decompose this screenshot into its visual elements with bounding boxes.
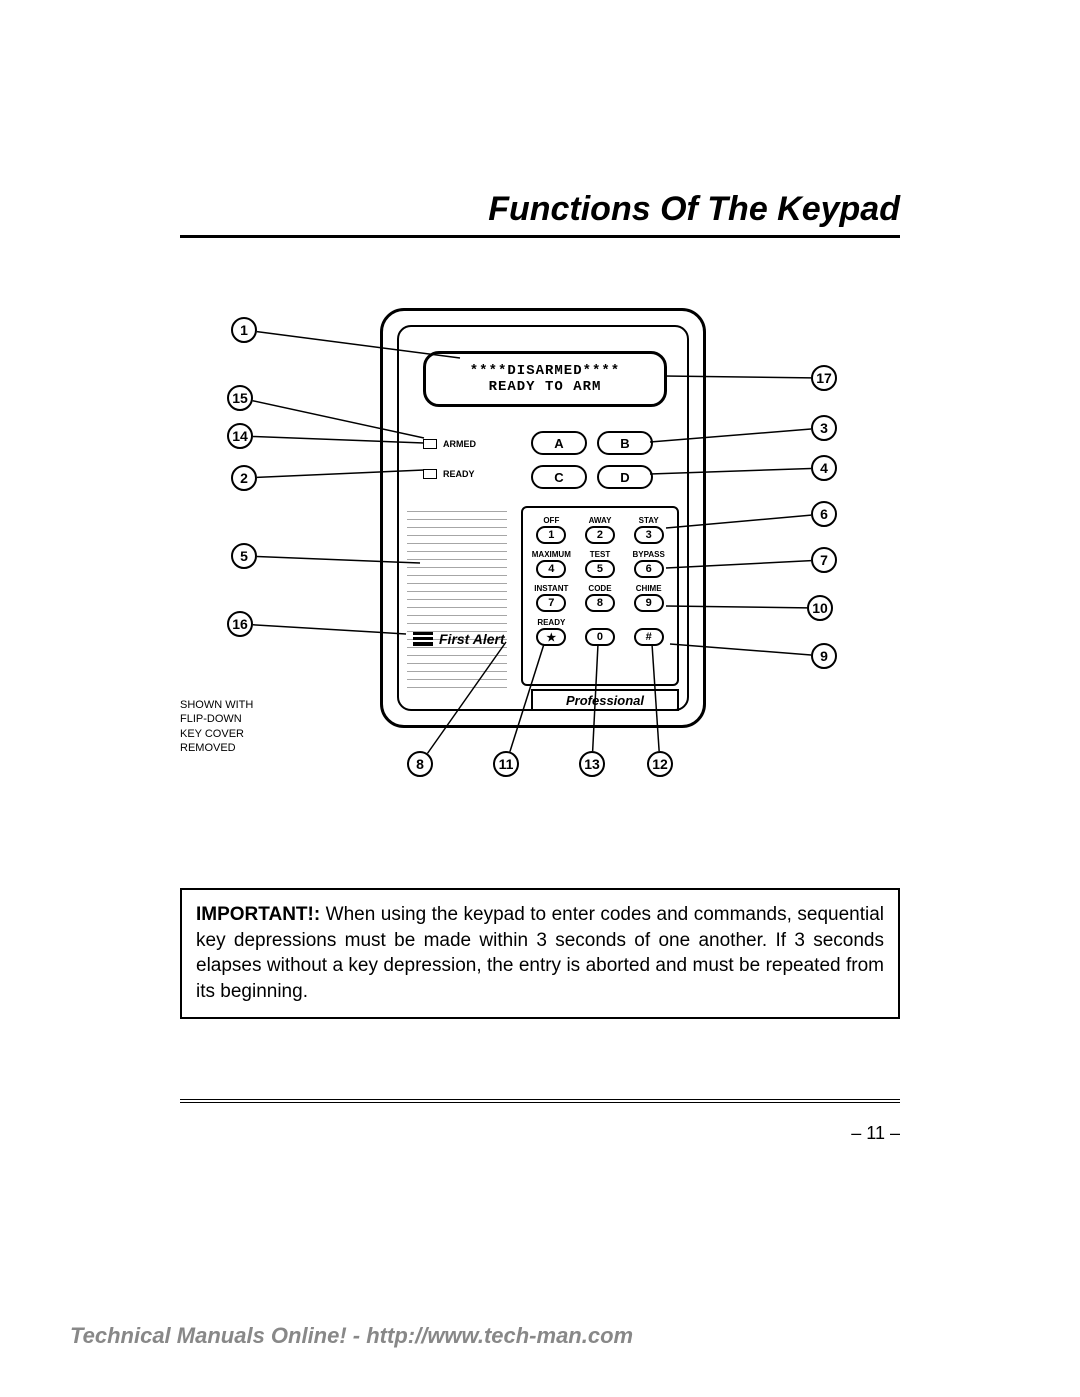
- lcd-line1: ****DISARMED****: [470, 363, 620, 379]
- callout-9: 9: [811, 643, 837, 669]
- diagram-caption: SHOWN WITHFLIP-DOWNKEY COVERREMOVED: [180, 698, 330, 755]
- callout-4: 4: [811, 455, 837, 481]
- key-★[interactable]: ★: [536, 628, 566, 646]
- lcd-display: ****DISARMED**** READY TO ARM: [423, 351, 667, 407]
- key-6[interactable]: 6: [634, 560, 664, 578]
- panic-keys: A B C D: [531, 431, 661, 499]
- key-5[interactable]: 5: [585, 560, 615, 578]
- speaker-grille: [407, 511, 507, 691]
- callout-7: 7: [811, 547, 837, 573]
- key-7[interactable]: 7: [536, 594, 566, 612]
- armed-led: ARMED: [423, 439, 476, 449]
- important-note: IMPORTANT!: When using the keypad to ent…: [180, 888, 900, 1019]
- key-0[interactable]: 0: [585, 628, 615, 646]
- divider: [180, 1099, 900, 1103]
- page-title: Functions Of The Keypad: [180, 190, 900, 238]
- callout-5: 5: [231, 543, 257, 569]
- key-d[interactable]: D: [597, 465, 653, 489]
- callout-1: 1: [231, 317, 257, 343]
- key-9[interactable]: 9: [634, 594, 664, 612]
- page-number: – 11 –: [180, 1123, 900, 1144]
- callout-2: 2: [231, 465, 257, 491]
- key-4[interactable]: 4: [536, 560, 566, 578]
- callout-8: 8: [407, 751, 433, 777]
- key-3[interactable]: 3: [634, 526, 664, 544]
- key-c[interactable]: C: [531, 465, 587, 489]
- callout-15: 15: [227, 385, 253, 411]
- professional-label: Professional: [531, 689, 679, 711]
- key-8[interactable]: 8: [585, 594, 615, 612]
- brand: First Alert: [413, 631, 505, 647]
- callout-13: 13: [579, 751, 605, 777]
- numeric-keypad: OFFAWAYSTAY123MAXIMUMTESTBYPASS456INSTAN…: [521, 506, 679, 686]
- callout-11: 11: [493, 751, 519, 777]
- callout-17: 17: [811, 365, 837, 391]
- callout-12: 12: [647, 751, 673, 777]
- callout-6: 6: [811, 501, 837, 527]
- key-a[interactable]: A: [531, 431, 587, 455]
- brand-bars-icon: [413, 632, 433, 646]
- lcd-line2: READY TO ARM: [489, 379, 602, 395]
- callout-14: 14: [227, 423, 253, 449]
- ready-led: READY: [423, 469, 475, 479]
- key-2[interactable]: 2: [585, 526, 615, 544]
- callout-3: 3: [811, 415, 837, 441]
- footer-text: Technical Manuals Online! - http://www.t…: [70, 1323, 633, 1349]
- keypad-diagram: ****DISARMED**** READY TO ARM ARMED READ…: [180, 308, 900, 828]
- key-#[interactable]: #: [634, 628, 664, 646]
- key-1[interactable]: 1: [536, 526, 566, 544]
- keypad-device: ****DISARMED**** READY TO ARM ARMED READ…: [380, 308, 706, 728]
- key-b[interactable]: B: [597, 431, 653, 455]
- callout-10: 10: [807, 595, 833, 621]
- callout-16: 16: [227, 611, 253, 637]
